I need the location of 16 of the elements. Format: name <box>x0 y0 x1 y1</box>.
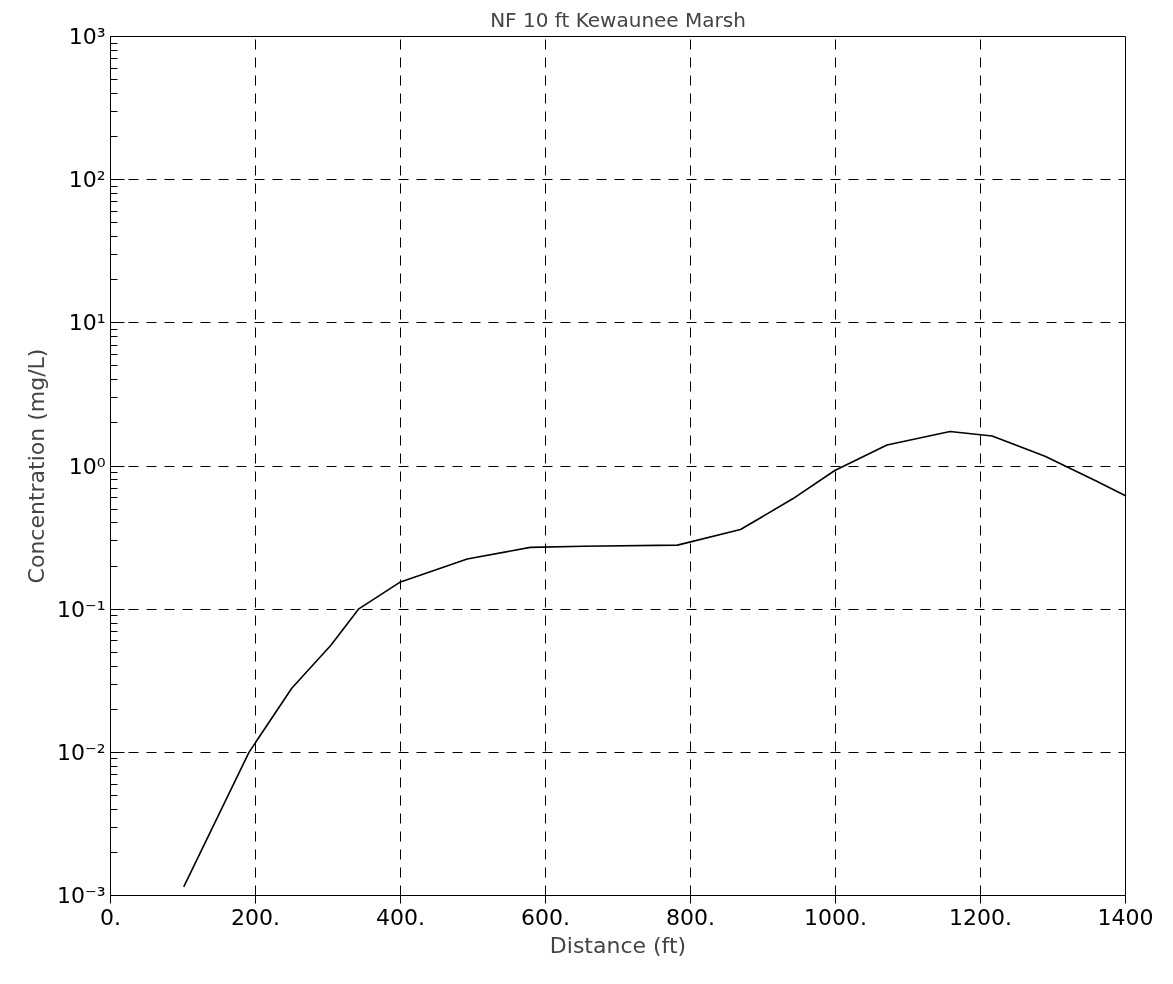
x-tick-label: 800. <box>666 904 715 930</box>
x-tick-label: 1200. <box>949 904 1012 930</box>
x-tick-label: 600. <box>521 904 570 930</box>
y-axis-title: Concentration (mg/L) <box>24 348 50 584</box>
x-tick-label: 400. <box>376 904 425 930</box>
y-tick-label: 10⁰ <box>68 453 106 479</box>
y-tick-label: 10² <box>68 167 106 193</box>
chart-title: NF 10 ft Kewaunee Marsh <box>490 7 746 32</box>
y-tick-label: 10⁻² <box>57 739 106 765</box>
x-tick-label: 200. <box>231 904 280 930</box>
x-axis-title: Distance (ft) <box>549 932 687 958</box>
y-tick-label: 10³ <box>68 24 106 49</box>
x-tick-label: 1000. <box>804 904 867 930</box>
y-tick-label: 10¹ <box>68 310 106 336</box>
y-tick-label: 10⁻¹ <box>57 596 106 622</box>
x-tick-label: 1400 <box>1097 904 1154 930</box>
